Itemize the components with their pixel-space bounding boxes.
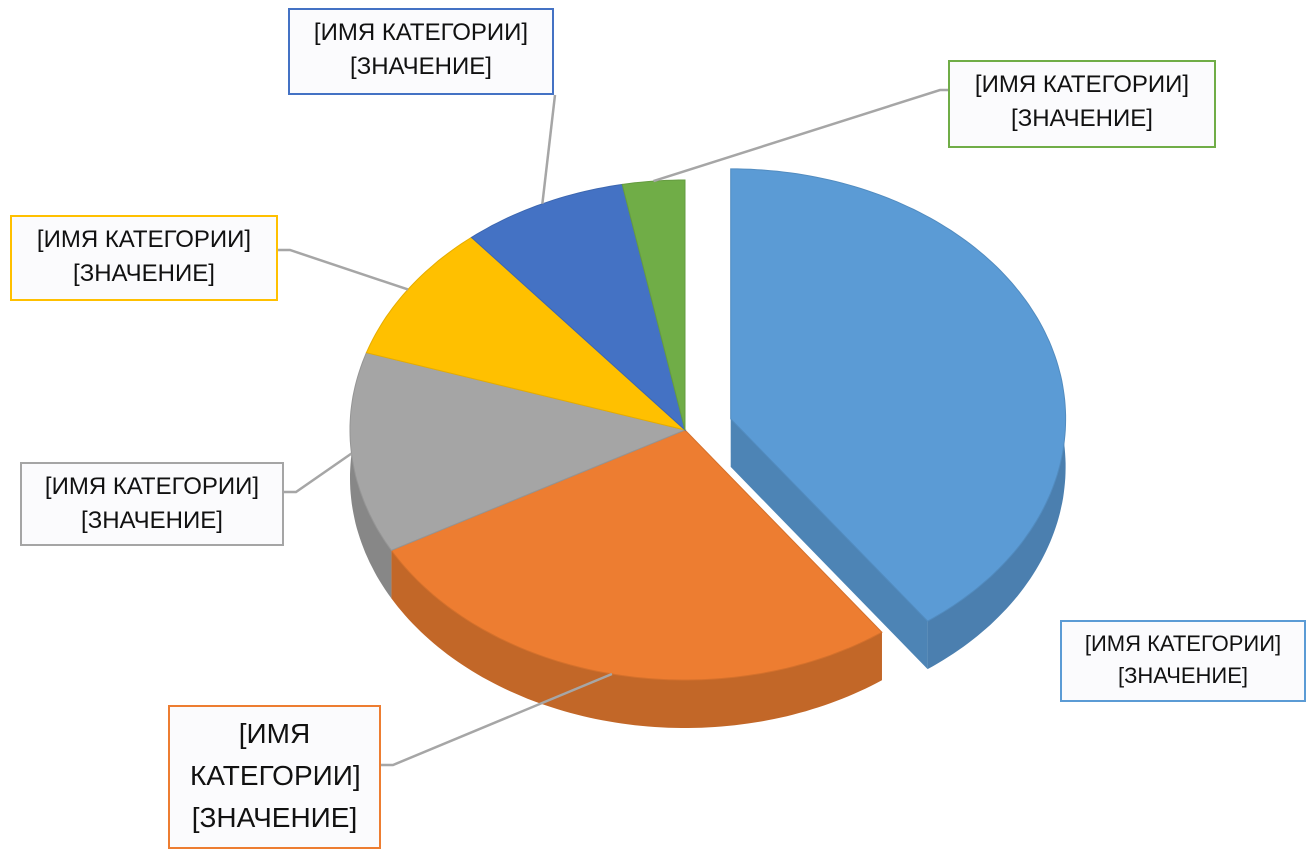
data-label: [ИМЯ КАТЕГОРИИ] [ЗНАЧЕНИЕ]: [948, 60, 1216, 148]
data-label: [ИМЯ КАТЕГОРИИ] [ЗНАЧЕНИЕ]: [20, 462, 284, 546]
value-label: [ЗНАЧЕНИЕ]: [81, 507, 223, 534]
leader-line: [653, 88, 948, 183]
value-label: [ЗНАЧЕНИЕ]: [73, 260, 215, 287]
leader-line: [541, 94, 557, 204]
category-name: [ИМЯ КАТЕГОРИИ]: [1084, 631, 1282, 656]
slice: [365, 236, 686, 431]
slice: [349, 352, 687, 552]
category-name: [ИМЯ КАТЕГОРИИ]: [36, 226, 252, 253]
value-label: [ЗНАЧЕНИЕ]: [350, 53, 492, 80]
value-label: [ЗНАЧЕНИЕ]: [191, 802, 358, 833]
data-label: [ИМЯ КАТЕГОРИИ] [ЗНАЧЕНИЕ]: [288, 8, 554, 95]
category-name: [ИМЯ КАТЕГОРИИ]: [974, 71, 1190, 98]
slice: [730, 168, 1067, 622]
slice-wall: [730, 418, 928, 670]
data-label: [ИМЯ КАТЕГОРИИ] [ЗНАЧЕНИЕ]: [168, 705, 381, 849]
data-label: [ИМЯ КАТЕГОРИИ] [ЗНАЧЕНИЕ]: [1060, 620, 1306, 702]
tops: [349, 168, 1067, 681]
category-name: [ИМЯ КАТЕГОРИИ]: [44, 473, 260, 500]
slice: [390, 429, 883, 681]
category-name: [ИМЯ КАТЕГОРИИ]: [313, 19, 529, 46]
slice: [470, 183, 686, 432]
category-name: [ИМЯ КАТЕГОРИИ]: [190, 718, 361, 791]
leader-line: [381, 672, 613, 767]
leader-line: [284, 452, 353, 494]
leader-line: [278, 248, 409, 291]
data-label: [ИМЯ КАТЕГОРИИ] [ЗНАЧЕНИЕ]: [10, 215, 278, 301]
value-label: [ЗНАЧЕНИЕ]: [1011, 105, 1153, 132]
value-label: [ЗНАЧЕНИЕ]: [1117, 663, 1249, 688]
slice-side: [391, 550, 882, 728]
